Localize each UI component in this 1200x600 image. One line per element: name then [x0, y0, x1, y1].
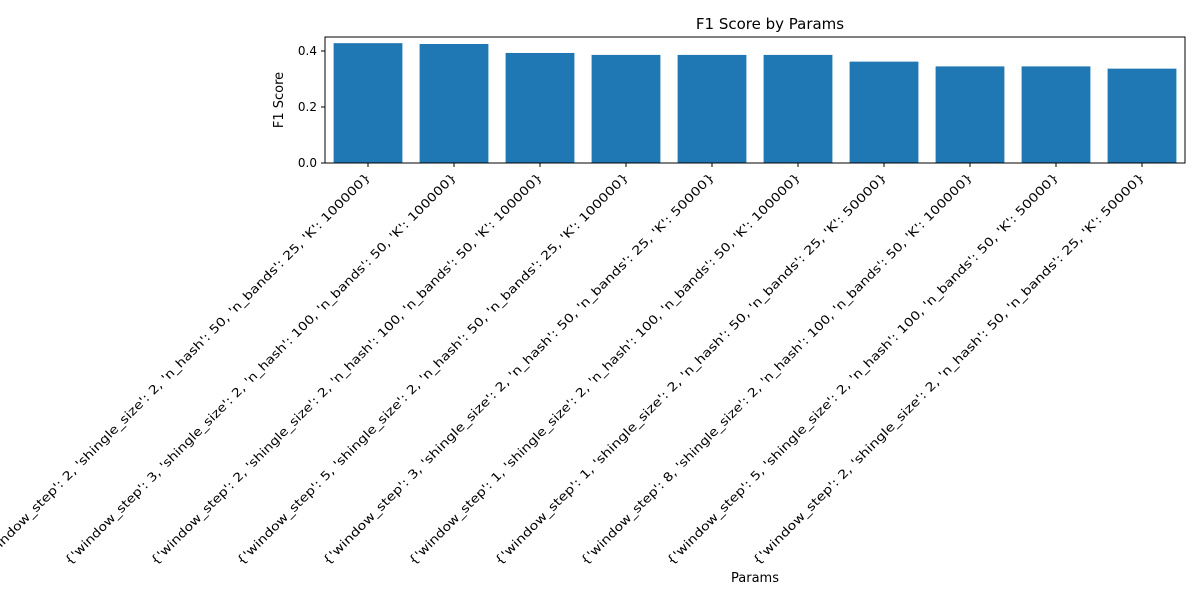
bar	[1107, 68, 1177, 163]
bar	[505, 52, 575, 163]
bars-group	[333, 43, 1177, 163]
x-tick-label: {'window_step': 2, 'shingle_size': 2, 'n…	[148, 170, 545, 567]
x-tick-label: {'window_step': 3, 'shingle_size': 2, 'n…	[320, 170, 717, 567]
x-tick-label: {'window_step': 3, 'shingle_size': 2, 'n…	[62, 170, 459, 567]
y-axis-label: F1 Score	[272, 72, 287, 128]
y-tick-label: 0.0	[298, 156, 317, 170]
plot-frame	[324, 36, 1186, 164]
x-tick-label: {'window_step': 1, 'shingle_size': 2, 'n…	[492, 170, 889, 567]
bar	[1021, 66, 1091, 163]
x-tick-label: {'window_step': 2, 'shingle_size': 2, 'n…	[750, 170, 1147, 567]
x-tick-label: {'window_step': 2, 'shingle_size': 2, 'n…	[0, 170, 373, 567]
x-tick-label: {'window_step': 5, 'shingle_size': 2, 'n…	[664, 170, 1061, 567]
bar	[677, 54, 747, 163]
bar	[591, 54, 661, 163]
bar	[763, 54, 833, 163]
x-axis: {'window_step': 2, 'shingle_size': 2, 'n…	[0, 163, 1147, 568]
bar	[333, 43, 403, 163]
bar	[849, 61, 919, 163]
bar	[419, 44, 489, 163]
x-tick-label: {'window_step': 8, 'shingle_size': 2, 'n…	[578, 170, 975, 567]
y-tick-label: 0.4	[298, 44, 317, 58]
y-tick-label: 0.2	[298, 100, 317, 114]
y-axis: 0.0 0.2 0.4	[298, 44, 325, 170]
x-tick-label: {'window_step': 1, 'shingle_size': 2, 'n…	[406, 170, 803, 567]
x-tick-label: {'window_step': 5, 'shingle_size': 2, 'n…	[234, 170, 631, 567]
bar	[935, 66, 1005, 163]
chart-title: F1 Score by Params	[696, 15, 844, 33]
x-axis-label: Params	[731, 571, 779, 586]
